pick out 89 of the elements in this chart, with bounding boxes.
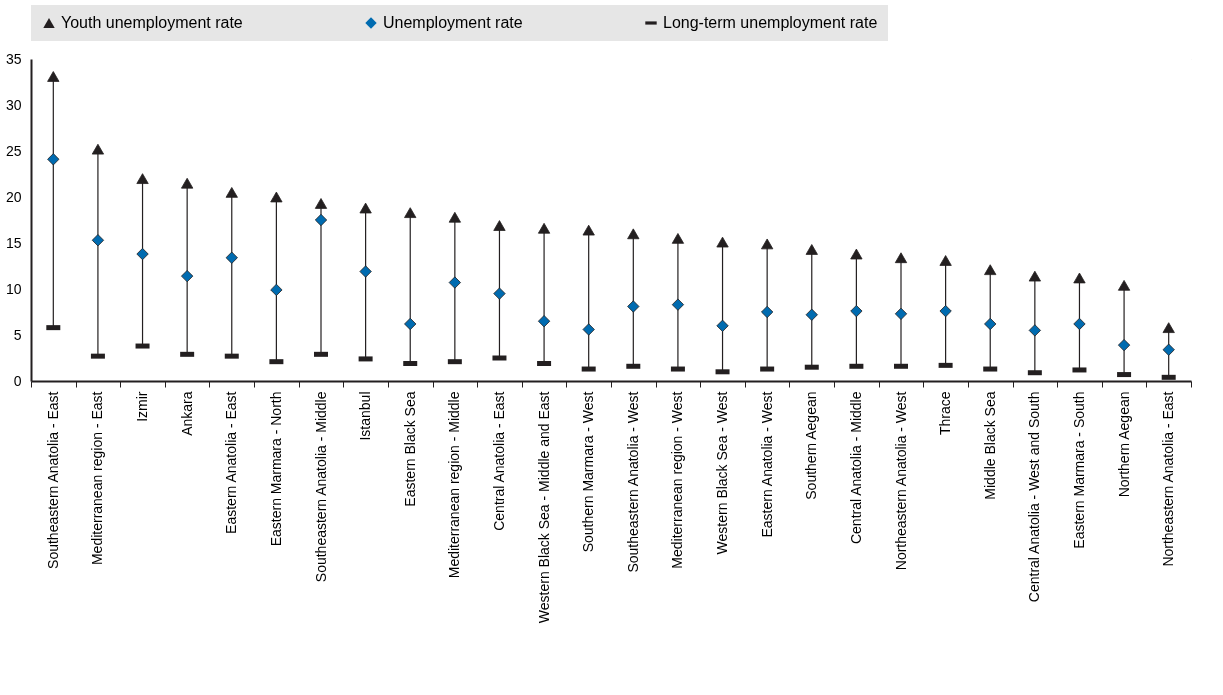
point — [761, 305, 774, 319]
point — [136, 247, 149, 261]
point — [91, 143, 105, 155]
x-tick-label: Central Anatolia - West and South — [1026, 391, 1043, 603]
x-tick-label: Eastern Anatolia - West — [758, 391, 775, 538]
point — [627, 228, 640, 240]
y-tick-label: 5 — [13, 326, 22, 343]
point — [805, 244, 818, 255]
x-tick-label: Ankara — [178, 391, 195, 436]
point — [404, 317, 417, 331]
y-tick-label: 15 — [5, 234, 22, 251]
x-tick-label: Western Black Sea - West — [714, 391, 731, 555]
point — [850, 248, 863, 260]
point — [671, 298, 685, 311]
legend-label: Youth unemployment rate — [61, 14, 243, 31]
point — [1117, 279, 1131, 291]
point — [314, 213, 328, 227]
x-tick-label: Southeastern Anatolia - Middle — [312, 391, 329, 583]
point — [493, 220, 506, 231]
point — [1073, 317, 1086, 331]
point — [181, 177, 194, 189]
point — [939, 255, 952, 266]
point — [984, 317, 997, 331]
x-tick-label: Southern Marmara - West — [580, 391, 597, 553]
x-tick-label: Mediterranean region - East — [89, 391, 106, 566]
y-tick-label: 0 — [13, 372, 22, 389]
y-tick-label: 30 — [5, 96, 22, 113]
x-tick-label: Southeastern Anatolia - East — [44, 391, 61, 569]
point — [537, 315, 551, 328]
x-tick-label: Eastern Marmara - North — [267, 391, 284, 547]
x-tick-label: Eastern Anatolia - East — [223, 391, 240, 534]
point — [47, 71, 60, 82]
x-tick-label: Central Anatolia - East — [490, 391, 507, 531]
point — [404, 207, 417, 218]
point — [91, 234, 105, 247]
point — [136, 173, 149, 184]
x-tick-label: Eastern Marmara - South — [1070, 391, 1087, 549]
point — [671, 233, 685, 244]
point — [894, 252, 908, 264]
y-tick-label: 20 — [5, 188, 22, 205]
point — [1028, 324, 1041, 337]
point — [493, 287, 506, 300]
x-tick-label: Southeastern Anatolia - West — [624, 391, 641, 573]
x-tick-label: Istanbul — [357, 391, 374, 441]
point — [537, 222, 551, 234]
point — [47, 153, 60, 166]
point — [270, 283, 283, 297]
point — [359, 265, 372, 278]
x-tick-label: Northeastern Anatolia - East — [1160, 391, 1177, 567]
point — [894, 307, 908, 320]
x-tick-label: Central Anatolia - Middle — [847, 391, 864, 545]
x-tick-label: Eastern Black Sea — [401, 391, 418, 507]
point — [1073, 272, 1086, 284]
point — [1028, 270, 1041, 282]
legend-label: Long-term unemployment rate — [663, 14, 878, 31]
point — [448, 211, 461, 223]
x-tick-label: Thrace — [937, 391, 954, 436]
point — [359, 202, 372, 214]
y-tick-label: 10 — [5, 280, 22, 297]
x-tick-label: Southern Aegean — [803, 391, 820, 500]
x-tick-label: Western Black Sea - Middle and East — [535, 391, 552, 624]
x-tick-label: Northeastern Anatolia - West — [892, 391, 909, 571]
point — [1117, 339, 1131, 352]
point — [181, 270, 194, 283]
point — [984, 264, 997, 276]
point — [939, 304, 952, 318]
point — [582, 224, 595, 236]
point — [716, 319, 729, 332]
point — [314, 198, 328, 209]
x-tick-label: Middle Black Sea — [981, 391, 998, 500]
point — [805, 308, 818, 321]
x-tick-label: Izmir — [134, 391, 151, 422]
point — [1162, 343, 1175, 356]
x-tick-label: Mediterranean region - Middle — [446, 391, 463, 579]
x-tick-label: Mediterranean region - West — [669, 391, 686, 569]
point — [225, 187, 238, 198]
point — [716, 236, 729, 248]
point — [850, 304, 863, 318]
y-tick-label: 35 — [5, 50, 22, 67]
point — [270, 191, 283, 203]
legend-label: Unemployment rate — [383, 14, 523, 31]
point — [448, 276, 461, 289]
point — [582, 323, 595, 336]
point — [627, 300, 640, 313]
y-tick-label: 25 — [5, 142, 22, 159]
point — [761, 238, 774, 250]
point — [1162, 322, 1175, 333]
point — [225, 251, 238, 264]
x-tick-label: Northern Aegean — [1115, 391, 1132, 498]
